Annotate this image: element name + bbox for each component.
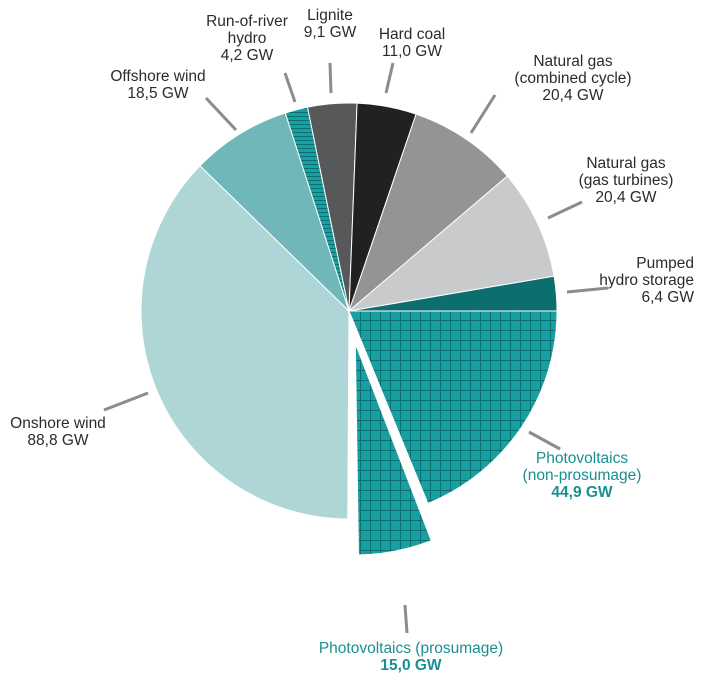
value-label-run-of-river-hydro: 4,2 GW [221,47,274,64]
leader-lines [103,62,609,634]
value-label-pv-non-prosumage: 44,9 GW [551,484,613,501]
slice-onshore-wind [140,165,350,520]
slice-label-run-of-river-hydro-0: Run-of-river [206,13,288,30]
slice-pv-prosumage [355,346,431,555]
pie-slices [140,102,558,555]
slice-label-run-of-river-hydro-1: hydro [228,30,267,47]
slice-pv-non-prosumage [348,310,558,505]
slice-label-pv-non-prosumage-1: (non-prosumage) [523,467,642,484]
leader-pv-non-prosumage [528,430,561,451]
slice-offshore-wind [199,112,350,312]
value-label-hard-coal: 11,0 GW [382,43,442,60]
value-label-natural-gas-gas-turbines: 20,4 GW [595,189,657,206]
leader-lignite [328,62,333,94]
leader-pumped-hydro-storage [566,286,609,294]
slice-label-offshore-wind-0: Offshore wind [110,68,205,85]
slice-label-lignite-0: Lignite [307,7,353,24]
value-label-offshore-wind: 18,5 GW [127,85,189,102]
slice-label-pv-prosumage-0: Photovoltaics (prosumage) [319,640,503,657]
value-label-onshore-wind: 88,8 GW [27,432,89,449]
value-label-pumped-hydro-storage: 6,4 GW [641,289,694,306]
slice-label-pumped-hydro-storage-1: hydro storage [599,272,694,289]
slice-label-natural-gas-gas-turbines-0: Natural gas [586,155,666,172]
leader-offshore-wind [204,96,238,132]
leader-natural-gas-gas-turbines [547,200,583,220]
slice-label-onshore-wind-0: Onshore wind [10,415,106,432]
leader-natural-gas-combined-cycle [469,94,497,134]
slice-label-hard-coal-0: Hard coal [379,26,445,43]
leader-run-of-river-hydro [283,72,297,103]
value-label-natural-gas-combined-cycle: 20,4 GW [542,87,604,104]
slice-label-natural-gas-gas-turbines-1: (gas turbines) [579,172,674,189]
leader-onshore-wind [103,391,149,412]
value-label-lignite: 9,1 GW [304,24,357,41]
slice-label-natural-gas-combined-cycle-1: (combined cycle) [514,70,631,87]
slice-label-pv-non-prosumage-0: Photovoltaics [536,450,628,467]
leader-hard-coal [384,62,395,94]
value-label-pv-prosumage: 15,0 GW [380,657,442,674]
slice-natural-gas-combined-cycle [347,113,509,313]
slice-label-pumped-hydro-storage-0: Pumped [636,255,694,272]
leader-pv-prosumage [403,604,409,634]
slice-natural-gas-gas-turbines [347,175,555,312]
slice-label-natural-gas-combined-cycle-0: Natural gas [533,53,613,70]
